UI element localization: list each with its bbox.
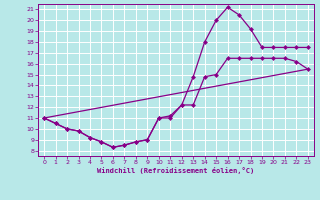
X-axis label: Windchill (Refroidissement éolien,°C): Windchill (Refroidissement éolien,°C) xyxy=(97,167,255,174)
